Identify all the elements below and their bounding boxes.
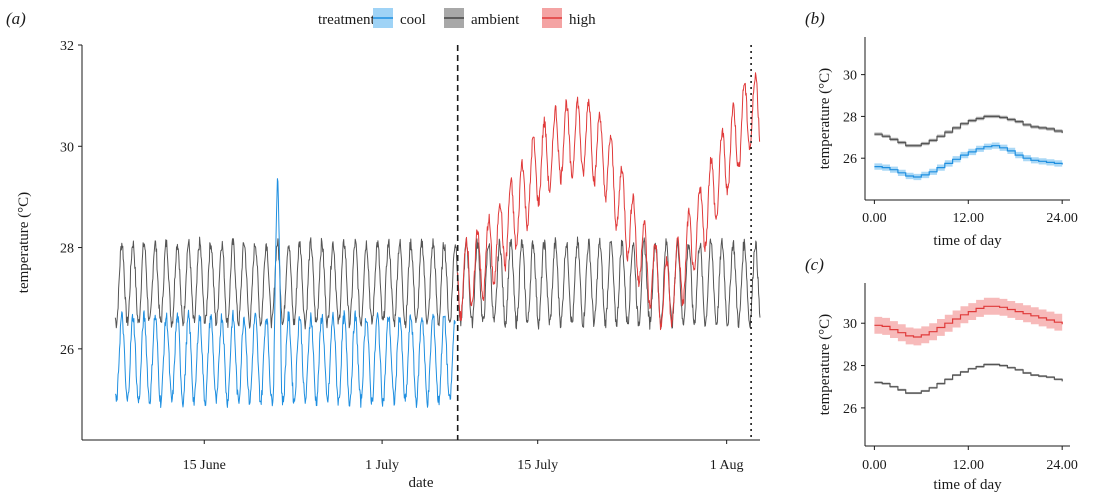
panel-b-x-tick-label: 24.00 — [1046, 211, 1078, 226]
series-line-high — [874, 305, 1063, 338]
legend-title: treatment — [318, 12, 375, 28]
series-line-cool — [114, 178, 456, 408]
ribbon-cool — [874, 142, 1063, 181]
panel-b-label: (b) — [805, 9, 825, 28]
panel-c-y-tick-label: 28 — [843, 360, 857, 375]
panel-a-y-tick-label: 26 — [60, 343, 74, 358]
panel-c-y-tick-label: 26 — [843, 402, 857, 417]
panel-a-x-tick-label: 15 July — [517, 458, 558, 473]
legend-label-high: high — [569, 12, 596, 28]
series-line-cool — [874, 145, 1063, 178]
panel-b-x-tick-label: 0.00 — [862, 211, 887, 226]
series-line-ambient — [874, 115, 1063, 147]
panel-b-x-axis-title: time of day — [933, 233, 1002, 249]
series-line-high — [457, 72, 761, 331]
panel-a-y-tick-label: 30 — [60, 140, 74, 155]
panel-a-x-axis-title: date — [409, 475, 434, 491]
panel-c-y-axis-title: temperature (°C) — [817, 314, 833, 415]
panel-a-label: (a) — [6, 9, 26, 28]
panel-c-plot: 26 28 30 0.00 12.00 24.00 time of day temperatu… — [817, 283, 1078, 493]
panel-a-plot: 26 28 30 32 15 June 1 July 15 July 1 Aug date tem… — [16, 39, 761, 491]
panel-c-x-tick-label: 0.00 — [862, 458, 887, 473]
ribbon-ambient — [874, 114, 1063, 148]
legend: treatment cool ambient high — [318, 8, 596, 28]
legend-label-cool: cool — [400, 12, 426, 28]
panel-a-y-tick-label: 28 — [60, 242, 74, 257]
panel-c-label: (c) — [805, 255, 824, 274]
series-line-ambient — [114, 236, 761, 330]
panel-c-y-tick-label: 30 — [843, 317, 857, 332]
panel-a-y-axis-title: temperature (°C) — [16, 192, 32, 293]
series-line-ambient — [874, 363, 1063, 394]
ribbon-high — [874, 297, 1063, 346]
panel-a-x-tick-label: 1 Aug — [710, 458, 744, 473]
panel-b-y-axis-title: temperature (°C) — [817, 68, 833, 169]
panel-a-y-tick-label: 32 — [60, 39, 74, 54]
panel-b-plot: 26 28 30 0.00 12.00 24.00 time of day temperatu… — [817, 37, 1078, 249]
panel-c-x-tick-label: 24.00 — [1046, 458, 1078, 473]
panel-a-x-tick-label: 1 July — [365, 458, 399, 473]
panel-b-y-tick-label: 26 — [843, 152, 857, 167]
panel-c-x-tick-label: 12.00 — [953, 458, 985, 473]
panel-b-y-tick-label: 28 — [843, 110, 857, 125]
panel-c-x-axis-title: time of day — [933, 477, 1002, 493]
panel-b-y-tick-label: 30 — [843, 69, 857, 84]
legend-label-ambient: ambient — [471, 12, 520, 28]
panel-b-x-tick-label: 12.00 — [953, 211, 985, 226]
panel-a-x-tick-label: 15 June — [183, 458, 226, 473]
